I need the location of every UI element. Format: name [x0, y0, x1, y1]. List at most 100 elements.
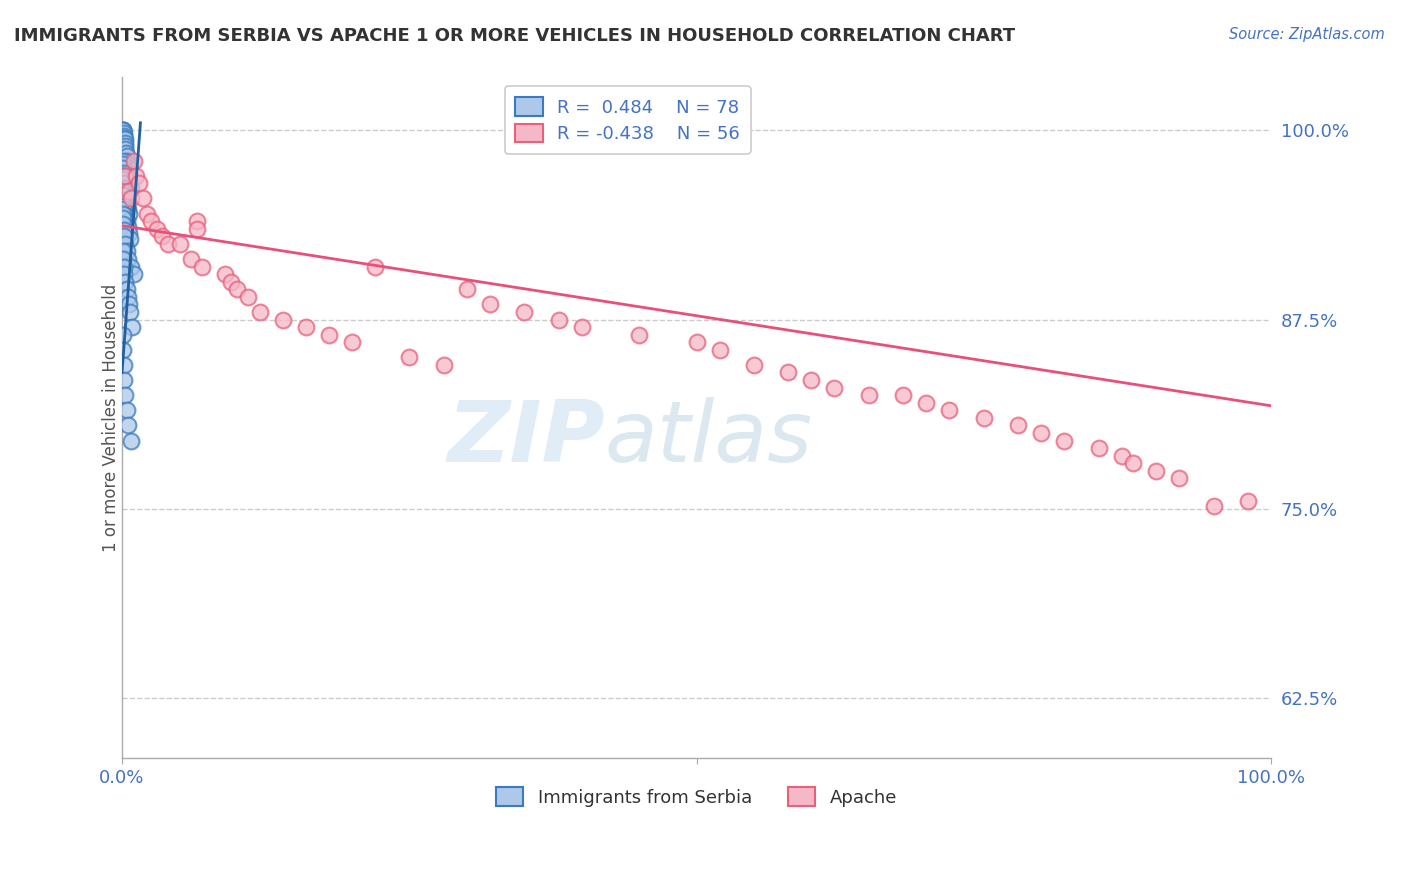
Point [114, 236, 136, 251]
Point [117, 166, 139, 180]
Point [112, 211, 135, 226]
Point [364, 260, 387, 274]
Point [318, 327, 340, 342]
Point [118, 206, 141, 220]
Point [433, 358, 456, 372]
Point [112, 358, 135, 372]
Point [111, 153, 134, 168]
Point [115, 282, 138, 296]
Point [478, 297, 501, 311]
Point [114, 208, 136, 222]
Point [742, 358, 765, 372]
Point [115, 244, 138, 259]
Point [114, 275, 136, 289]
Point [118, 297, 141, 311]
Point [139, 214, 162, 228]
Point [219, 275, 242, 289]
Point [115, 193, 138, 207]
Point [111, 123, 134, 137]
Point [1111, 449, 1133, 463]
Point [915, 396, 938, 410]
Point [1007, 418, 1029, 433]
Text: ZIP: ZIP [447, 397, 605, 480]
Point [115, 153, 138, 168]
Point [117, 252, 139, 266]
Point [112, 173, 135, 187]
Point [112, 199, 135, 213]
Point [120, 177, 142, 191]
Point [778, 366, 800, 380]
Point [938, 403, 960, 417]
Point [132, 192, 155, 206]
Point [1168, 471, 1191, 485]
Point [1122, 456, 1144, 470]
Point [114, 388, 136, 402]
Point [122, 267, 145, 281]
Point [114, 132, 136, 146]
Point [125, 169, 148, 183]
Point [112, 229, 135, 244]
Point [120, 232, 142, 246]
Point [128, 177, 150, 191]
Text: atlas: atlas [605, 397, 813, 480]
Point [117, 220, 139, 235]
Point [115, 146, 138, 161]
Point [118, 184, 141, 198]
Y-axis label: 1 or more Vehicles in Household: 1 or more Vehicles in Household [103, 284, 120, 552]
Point [858, 388, 880, 402]
Point [800, 373, 823, 387]
Point [117, 161, 139, 176]
Point [111, 327, 134, 342]
Point [115, 184, 138, 198]
Legend: Immigrants from Serbia, Apache: Immigrants from Serbia, Apache [489, 780, 904, 814]
Point [112, 161, 135, 176]
Point [114, 142, 136, 156]
Point [118, 169, 141, 183]
Point [120, 434, 142, 448]
Point [122, 153, 145, 168]
Point [118, 171, 141, 186]
Point [120, 305, 142, 319]
Point [115, 149, 138, 163]
Point [111, 169, 134, 183]
Point [973, 410, 995, 425]
Point [1144, 464, 1167, 478]
Point [145, 221, 167, 235]
Point [114, 177, 136, 191]
Point [112, 252, 135, 266]
Point [115, 157, 138, 171]
Point [114, 136, 136, 150]
Point [136, 206, 159, 220]
Point [115, 197, 138, 211]
Point [156, 236, 179, 251]
Text: Source: ZipAtlas.com: Source: ZipAtlas.com [1229, 27, 1385, 42]
Point [112, 127, 135, 141]
Point [893, 388, 915, 402]
Point [112, 217, 135, 231]
Point [112, 129, 135, 144]
Point [191, 260, 214, 274]
Point [112, 223, 135, 237]
Text: IMMIGRANTS FROM SERBIA VS APACHE 1 OR MORE VEHICLES IN HOUSEHOLD CORRELATION CHA: IMMIGRANTS FROM SERBIA VS APACHE 1 OR MO… [14, 27, 1015, 45]
Point [249, 305, 271, 319]
Point [114, 181, 136, 195]
Point [111, 206, 134, 220]
Point [709, 343, 731, 357]
Point [340, 335, 363, 350]
Point [685, 335, 707, 350]
Point [226, 282, 249, 296]
Point [112, 181, 135, 195]
Point [117, 290, 139, 304]
Point [112, 260, 135, 274]
Point [112, 123, 135, 137]
Point [114, 138, 136, 153]
Point [112, 343, 135, 357]
Point [823, 381, 845, 395]
Point [118, 227, 141, 241]
Point [112, 202, 135, 216]
Point [1202, 499, 1225, 513]
Point [513, 305, 536, 319]
Point [112, 131, 135, 145]
Point [1031, 425, 1053, 440]
Point [186, 214, 208, 228]
